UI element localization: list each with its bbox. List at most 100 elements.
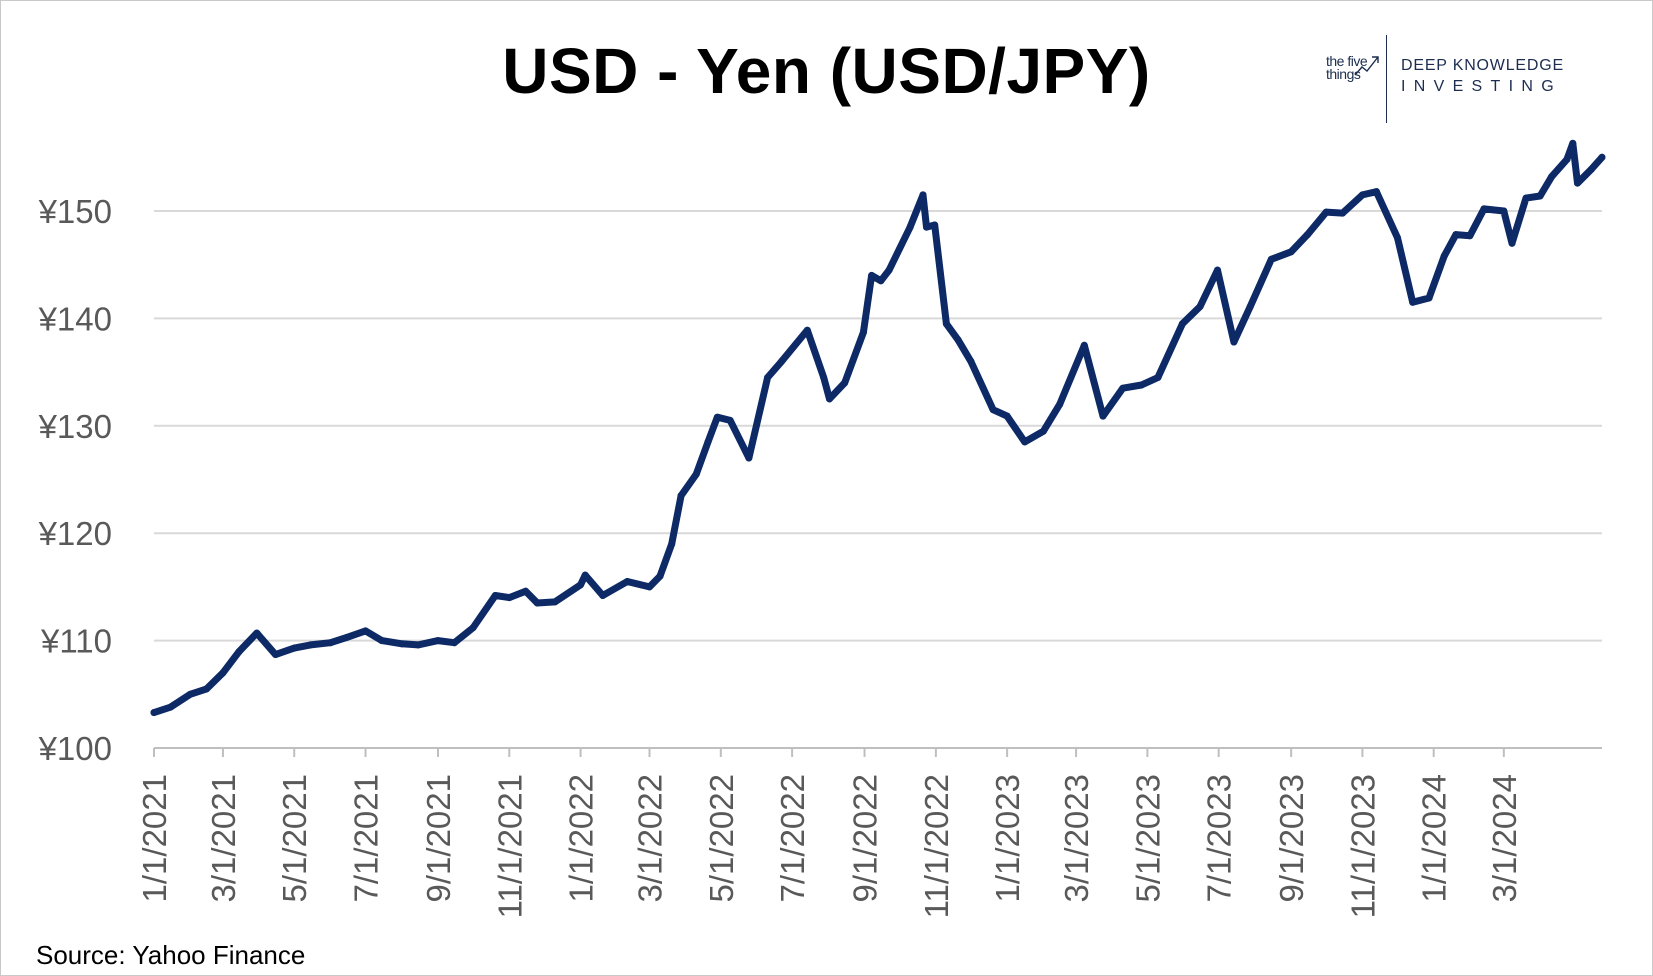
data-point <box>803 326 811 334</box>
data-point <box>656 572 664 580</box>
data-point <box>414 641 422 649</box>
data-point <box>505 594 513 602</box>
data-point <box>272 651 280 659</box>
data-point <box>599 591 607 599</box>
data-point <box>868 271 876 279</box>
data-point <box>764 373 772 381</box>
data-point <box>1587 165 1595 173</box>
data-point <box>931 221 939 229</box>
data-point <box>307 641 315 649</box>
x-tick-label: 9/1/2021 <box>420 774 457 902</box>
x-tick-label: 1/1/2024 <box>1416 774 1453 902</box>
x-tick-label: 9/1/2023 <box>1273 774 1310 902</box>
data-point <box>1230 338 1238 346</box>
y-tick-label: ¥120 <box>38 515 112 552</box>
data-point <box>713 413 721 421</box>
x-tick-label: 3/1/2021 <box>205 774 242 902</box>
data-point <box>450 639 458 647</box>
y-tick-label: ¥110 <box>40 623 112 660</box>
source-note: Source: Yahoo Finance <box>36 940 306 970</box>
data-point <box>954 336 962 344</box>
x-tick-label: 11/1/2023 <box>1344 774 1381 918</box>
data-point <box>1500 207 1508 215</box>
data-point <box>378 637 386 645</box>
data-point <box>1563 155 1571 163</box>
data-point <box>581 571 589 579</box>
data-point <box>1452 231 1460 239</box>
data-point <box>469 624 477 632</box>
data-point <box>1508 239 1516 247</box>
data-point <box>906 223 914 231</box>
data-point <box>150 709 158 717</box>
data-point <box>1358 191 1366 199</box>
data-point <box>1569 139 1577 147</box>
data-point <box>967 357 975 365</box>
y-tick-label: ¥130 <box>38 408 112 445</box>
data-point <box>989 406 997 414</box>
logo-chart-mark-icon <box>1354 56 1379 76</box>
data-point <box>885 266 893 274</box>
data-point <box>877 277 885 285</box>
data-point <box>533 599 541 607</box>
data-point <box>677 492 685 500</box>
data-point <box>491 591 499 599</box>
data-point <box>726 416 734 424</box>
data-point <box>1440 252 1448 260</box>
x-tick-label: 1/1/2022 <box>563 774 600 902</box>
data-point <box>522 587 530 595</box>
data-point <box>1466 232 1474 240</box>
data-point <box>1573 179 1581 187</box>
data-point <box>1409 298 1417 306</box>
x-tick-label: 7/1/2021 <box>348 774 385 902</box>
data-point <box>1246 303 1254 311</box>
data-point <box>551 598 559 606</box>
data-point <box>1099 412 1107 420</box>
data-point <box>326 639 334 647</box>
data-point <box>398 640 406 648</box>
data-point <box>577 581 585 589</box>
data-point <box>362 627 370 635</box>
data-point <box>1138 381 1146 389</box>
x-tick-label: 3/1/2023 <box>1058 774 1095 902</box>
logo-divider <box>1386 35 1387 123</box>
y-tick-label: ¥150 <box>38 193 112 230</box>
y-axis-ticks: ¥100 ¥110 ¥120 ¥130 ¥140 ¥150 <box>38 193 112 767</box>
data-point <box>1548 173 1556 181</box>
data-point <box>434 637 442 645</box>
data-point <box>919 191 927 199</box>
usd-jpy-series-line <box>150 139 1606 717</box>
series-layer <box>150 139 1606 717</box>
logo-five-things-text: the five things <box>1326 53 1368 82</box>
data-point <box>668 540 676 548</box>
data-point <box>203 685 211 693</box>
data-point <box>1303 231 1311 239</box>
data-point <box>623 578 631 586</box>
x-tick-label: 1/1/2023 <box>989 774 1026 902</box>
data-point <box>1154 373 1162 381</box>
data-point <box>1372 188 1380 196</box>
data-point <box>1080 341 1088 349</box>
data-point <box>1536 192 1544 200</box>
x-tick-label: 11/1/2022 <box>918 774 955 918</box>
brand-logo: the five things DEEP KNOWLEDGE INVESTING <box>1326 35 1596 123</box>
data-point <box>1119 384 1127 392</box>
y-tick-label: ¥100 <box>38 730 112 767</box>
x-tick-label: 7/1/2022 <box>774 774 811 902</box>
x-tick-label: 5/1/2023 <box>1129 774 1166 902</box>
logo-deep-knowledge-text: DEEP KNOWLEDGE <box>1401 57 1564 74</box>
data-point <box>253 629 261 637</box>
data-point <box>219 669 227 677</box>
data-point <box>1214 266 1222 274</box>
data-point <box>166 703 174 711</box>
y-tick-label: ¥140 <box>38 300 112 337</box>
x-tick-label: 11/1/2021 <box>491 774 528 918</box>
data-point <box>1480 205 1488 213</box>
data-point <box>1287 248 1295 256</box>
data-point <box>1003 412 1011 420</box>
x-axis-ticks: 1/1/2021 3/1/2021 5/1/2021 7/1/2021 9/1/2021… <box>136 748 1523 918</box>
data-point <box>186 690 194 698</box>
data-point <box>1522 194 1530 202</box>
data-point <box>343 633 351 641</box>
